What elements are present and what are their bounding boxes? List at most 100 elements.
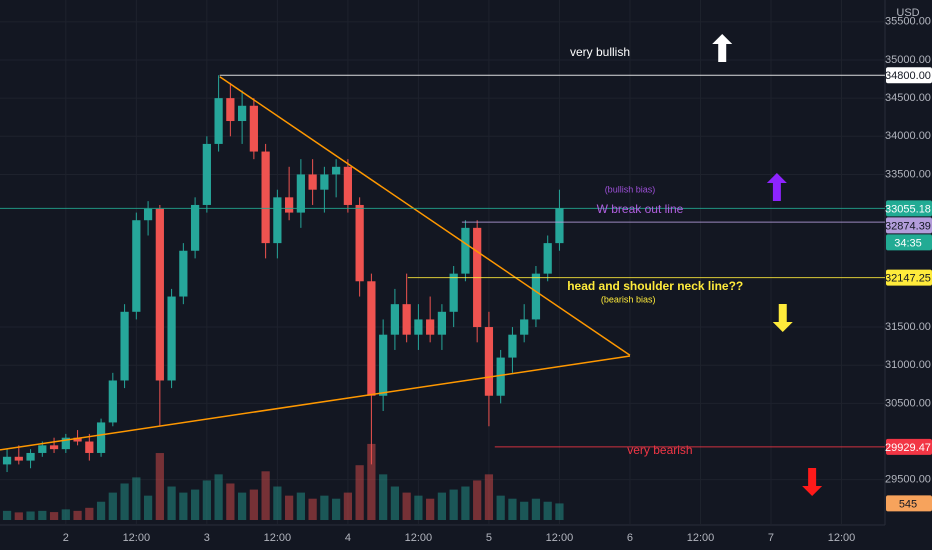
candle-body — [531, 273, 541, 320]
x-tick-label: 3 — [204, 532, 210, 544]
candle-body — [320, 174, 329, 190]
volume-bar — [73, 510, 82, 520]
volume-bar — [14, 512, 23, 520]
volume-bar — [320, 495, 329, 520]
x-tick-label: 6 — [627, 532, 633, 544]
volume-bar — [531, 498, 541, 520]
candle-body — [414, 319, 423, 335]
price-tag — [886, 217, 932, 234]
volume-bar — [543, 501, 552, 520]
volume-tag — [886, 495, 932, 512]
y-tick-label: 31000.00 — [885, 359, 931, 371]
volume-bar — [2, 510, 12, 520]
candle-body — [484, 327, 494, 396]
volume-bar — [61, 509, 70, 520]
volume-bar — [437, 492, 447, 520]
arrow — [766, 172, 787, 201]
trendline — [0, 355, 631, 451]
volume-bar — [308, 498, 317, 520]
annotation: head and shoulder neck line?? — [567, 279, 743, 293]
volume-bar — [202, 480, 211, 520]
candle-body — [85, 441, 94, 453]
price-tag-label: 32874.39 — [885, 220, 931, 232]
candle-body — [167, 296, 176, 381]
candle-body — [120, 311, 129, 381]
annotation: (bearish bias) — [601, 294, 656, 304]
volume-bar — [49, 512, 59, 520]
price-tag — [886, 438, 932, 455]
price-tag-label: 34800.00 — [885, 70, 931, 82]
candle-body — [520, 319, 529, 335]
candle-body — [449, 273, 458, 312]
candle-body — [285, 197, 294, 213]
price-tag — [886, 234, 932, 251]
x-tick-label: 12:00 — [405, 532, 433, 544]
candle-body — [2, 456, 12, 465]
volume-bar — [343, 492, 353, 520]
x-tick-label: 7 — [768, 532, 774, 544]
candle-body — [402, 304, 411, 335]
y-tick-label: 35500.00 — [885, 16, 931, 28]
volume-bar — [26, 511, 35, 520]
price-tag-label: 34:35 — [894, 237, 922, 249]
volume-bar — [120, 483, 129, 520]
candle-body — [38, 445, 47, 453]
annotation: (bullish bias) — [605, 184, 656, 194]
volume-bar — [379, 474, 388, 520]
x-tick-label: 12:00 — [687, 532, 715, 544]
volume-bar — [402, 492, 411, 520]
candle-body — [190, 204, 200, 251]
trendline — [219, 76, 631, 356]
candle-body — [132, 220, 141, 312]
candle-body — [202, 143, 211, 205]
candle-body — [355, 204, 364, 282]
candle-body — [155, 208, 164, 381]
annotation: very bearish — [627, 443, 692, 457]
volume-bar — [484, 474, 494, 520]
volume-bar — [273, 486, 282, 520]
candle-body — [508, 334, 517, 358]
volume-bar — [261, 471, 270, 520]
price-tag — [886, 67, 932, 84]
candle-body — [226, 98, 235, 122]
volume-bar — [449, 489, 458, 520]
volume-bar — [249, 489, 258, 520]
volume-bar — [332, 498, 341, 520]
volume-bar — [167, 486, 176, 520]
candle-body — [214, 98, 223, 144]
x-tick-label: 5 — [486, 532, 492, 544]
price-tag — [886, 200, 932, 217]
candle-body — [96, 422, 106, 453]
y-tick-label: 34000.00 — [885, 130, 931, 142]
volume-bar — [179, 492, 188, 520]
candle-body — [14, 456, 23, 461]
y-tick-label: 29500.00 — [885, 474, 931, 486]
candle-body — [261, 151, 270, 244]
price-tag — [886, 269, 932, 286]
candle-body — [390, 304, 400, 335]
volume-bar — [108, 492, 117, 520]
x-tick-label: 2 — [63, 532, 69, 544]
volume-bar — [190, 489, 200, 520]
candle-body — [426, 319, 435, 335]
candle-body — [496, 357, 505, 396]
volume-bar — [461, 486, 470, 520]
arrow — [712, 33, 733, 62]
volume-bar — [214, 474, 223, 520]
candle-body — [343, 166, 353, 205]
volume-bar — [285, 495, 294, 520]
annotation: W break out line — [597, 202, 684, 216]
y-tick-label: 31500.00 — [885, 321, 931, 333]
volume-bar — [226, 483, 235, 520]
candle-body — [179, 250, 188, 297]
candle-body — [49, 445, 59, 450]
candle-body — [73, 437, 82, 442]
candle-body — [379, 334, 388, 396]
candle-body — [367, 281, 376, 396]
volume-bar — [237, 492, 247, 520]
volume-bar — [96, 501, 106, 520]
candle-body — [332, 166, 341, 175]
candle-body — [143, 208, 153, 221]
volume-bar — [132, 477, 141, 520]
